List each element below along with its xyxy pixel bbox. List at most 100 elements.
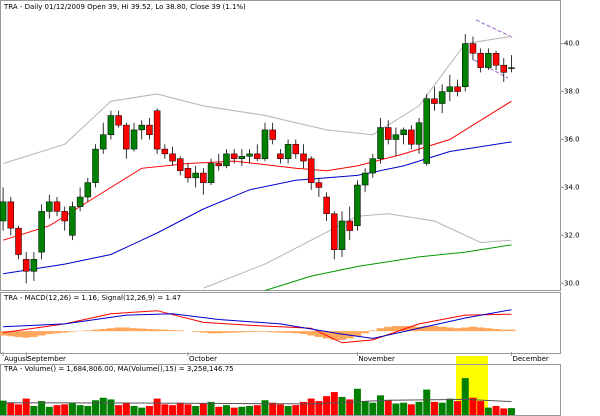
volume-bar <box>238 406 246 415</box>
volume-bar <box>484 407 492 415</box>
candle-body <box>7 201 15 229</box>
volume-bar <box>115 405 123 415</box>
histogram-bar <box>137 328 146 332</box>
histogram-bar <box>230 331 239 333</box>
volume-bar <box>338 396 346 415</box>
histogram-bar <box>438 326 447 332</box>
volume-title: TRA - Volume() = 1,684,806.00, MA(Volume… <box>3 365 234 373</box>
candle-body <box>400 129 407 135</box>
line <box>203 213 512 289</box>
volume-bar <box>377 395 385 415</box>
volume-bar <box>207 401 215 415</box>
candle-body <box>230 153 238 159</box>
volume-bar <box>61 404 69 415</box>
candle-body <box>269 129 276 140</box>
candle-body <box>38 211 45 253</box>
candle-body <box>22 259 30 272</box>
candle-body <box>115 115 122 126</box>
histogram-bar <box>322 331 331 339</box>
volume-bar <box>22 398 30 415</box>
histogram-bar <box>384 326 393 332</box>
volume-bar <box>315 401 323 415</box>
candle-body <box>99 134 107 150</box>
volume-bar <box>7 402 15 415</box>
volume-bar <box>84 405 92 415</box>
histogram-bar <box>6 331 15 337</box>
candle-body <box>76 196 84 207</box>
histogram-bar <box>399 326 408 332</box>
volume-bar <box>400 402 408 415</box>
volume-bar <box>169 405 177 415</box>
candle-body <box>377 127 384 159</box>
volume-bar <box>161 404 169 415</box>
candle-body <box>361 172 369 186</box>
line <box>3 309 512 339</box>
volume-bar <box>0 400 7 415</box>
candle-body <box>223 153 230 167</box>
volume-bar <box>407 404 415 415</box>
histogram-bar <box>14 331 23 337</box>
histogram-bar <box>114 327 123 332</box>
candle-body <box>61 211 68 222</box>
histogram-bar <box>407 326 416 332</box>
candle-body <box>207 163 215 183</box>
histogram-bar <box>307 331 316 336</box>
histogram-bar <box>422 326 431 332</box>
candle-body <box>138 124 145 131</box>
candle-body <box>0 201 7 222</box>
volume-bar <box>153 398 161 415</box>
candle-body <box>84 182 92 198</box>
histogram-bar <box>191 331 200 332</box>
y-tick-label: 40.0 <box>564 40 580 48</box>
candle-body <box>485 52 492 68</box>
histogram-bar <box>261 331 269 332</box>
volume-bar <box>99 397 107 415</box>
histogram-bar <box>415 326 423 332</box>
x-tick-label: September <box>27 355 66 363</box>
candle-body <box>15 227 22 255</box>
candle-body <box>146 124 153 135</box>
volume-bar <box>477 401 485 415</box>
volume-bar <box>53 405 61 415</box>
histogram-bar <box>130 328 138 332</box>
volume-bar <box>492 405 500 415</box>
candle-body <box>477 52 484 68</box>
histogram-bar <box>176 330 185 332</box>
candle-body <box>315 182 323 188</box>
histogram-bar <box>314 331 323 337</box>
candle-body <box>46 201 53 212</box>
volume-bar <box>323 396 331 415</box>
candle-body <box>384 127 392 140</box>
candle-body <box>169 153 176 162</box>
candle-body <box>215 163 223 167</box>
line <box>2 100 512 241</box>
histogram-bar <box>160 329 169 332</box>
volume-bar <box>138 407 146 415</box>
candle-body <box>130 129 138 150</box>
candle-body <box>69 206 76 236</box>
candle-body <box>30 259 38 272</box>
volume-bar <box>215 406 223 415</box>
volume-bar <box>500 408 508 415</box>
volume-bar <box>384 400 392 415</box>
volume-bar <box>299 401 307 415</box>
histogram-bar <box>222 331 231 333</box>
volume-bar <box>284 405 292 415</box>
candle-body <box>53 201 61 212</box>
histogram-bar <box>499 329 508 332</box>
histogram-bar <box>492 328 500 332</box>
histogram-bar <box>122 327 131 332</box>
candle-body <box>107 115 115 135</box>
histogram-bar <box>368 330 377 332</box>
x-tick-label: August <box>4 355 29 363</box>
candle-body <box>300 153 307 162</box>
volume-bar <box>122 402 130 415</box>
line <box>3 310 512 344</box>
candle-body <box>307 158 315 183</box>
histogram-bar <box>291 331 300 334</box>
volume-bar <box>369 402 377 415</box>
y-tick-label: 30.0 <box>564 279 580 287</box>
histogram-bar <box>53 331 61 334</box>
histogram-bar <box>45 331 54 335</box>
